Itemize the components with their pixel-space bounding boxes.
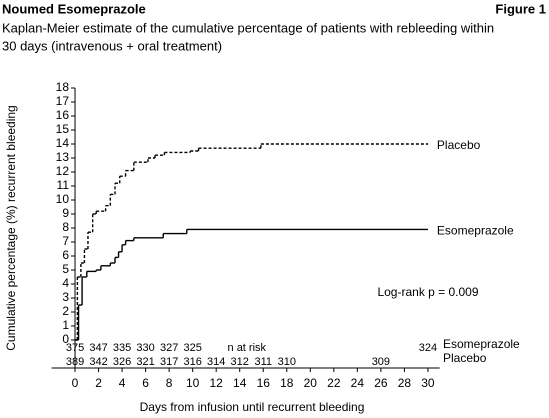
figure-label: Figure 1: [495, 1, 546, 16]
y-tick-label: 2: [62, 304, 69, 318]
x-tick-label: 4: [119, 376, 126, 390]
x-tick-label: 28: [398, 376, 412, 390]
at-risk-count: 317: [160, 356, 178, 368]
y-tick-label: 16: [56, 108, 70, 122]
y-tick-label: 7: [62, 234, 69, 248]
y-tick-label: 10: [56, 192, 70, 206]
subtitle: 30 days (intravenous + oral treatment): [2, 38, 222, 53]
at-risk-count: 316: [183, 356, 201, 368]
at-risk-label: n at risk: [228, 342, 267, 354]
y-tick-label: 11: [57, 178, 70, 192]
x-tick-label: 14: [233, 376, 247, 390]
subtitle: Kaplan-Meier estimate of the cumulative …: [2, 20, 494, 35]
at-risk-row-label: Esomeprazole: [443, 337, 520, 351]
y-tick-label: 18: [56, 80, 70, 94]
x-tick-label: 0: [72, 376, 79, 390]
y-tick-label: 14: [56, 136, 70, 150]
y-tick-label: 17: [56, 94, 70, 108]
x-tick-label: 24: [351, 376, 365, 390]
at-risk-count: 312: [231, 356, 249, 368]
x-axis-label: Days from infusion until recurrent bleed…: [140, 400, 365, 414]
x-tick-label: 6: [142, 376, 149, 390]
x-tick-label: 20: [304, 376, 318, 390]
at-risk-count: 389: [66, 356, 84, 368]
at-risk-count: 321: [136, 356, 154, 368]
at-risk-count: 311: [254, 356, 272, 368]
at-risk-count: 310: [278, 356, 296, 368]
x-tick-label: 16: [257, 376, 271, 390]
series-label: Placebo: [437, 138, 481, 152]
y-tick-label: 13: [56, 150, 70, 164]
x-tick-label: 22: [327, 376, 341, 390]
x-tick-label: 18: [280, 376, 294, 390]
at-risk-row-label: Placebo: [443, 351, 487, 365]
x-tick-label: 10: [186, 376, 200, 390]
x-tick-label: 12: [210, 376, 224, 390]
y-tick-label: 8: [62, 220, 69, 234]
y-tick-label: 4: [62, 276, 69, 290]
x-tick-label: 2: [95, 376, 102, 390]
at-risk-count: 342: [89, 356, 107, 368]
y-axis-label: Cumulative percentage (%) recurrent blee…: [4, 105, 18, 350]
x-tick-label: 26: [374, 376, 388, 390]
annotation: Log-rank p = 0.009: [377, 285, 478, 299]
at-risk-count: 375: [66, 342, 84, 354]
x-tick-label: 30: [421, 376, 435, 390]
at-risk-count: 327: [160, 342, 178, 354]
at-risk-count: 324: [419, 342, 437, 354]
at-risk-count: 330: [136, 342, 154, 354]
x-tick-label: 8: [166, 376, 173, 390]
y-tick-label: 1: [62, 318, 69, 332]
y-tick-label: 0: [62, 332, 69, 346]
y-tick-label: 3: [62, 290, 69, 304]
at-risk-count: 335: [113, 342, 131, 354]
y-tick-label: 12: [56, 164, 70, 178]
at-risk-count: 326: [113, 356, 131, 368]
at-risk-count: 309: [372, 356, 390, 368]
at-risk-count: 325: [183, 342, 201, 354]
title: Noumed Esomeprazole: [2, 1, 146, 16]
y-tick-label: 6: [62, 248, 69, 262]
y-tick-label: 15: [56, 122, 70, 136]
at-risk-count: 347: [89, 342, 107, 354]
series-label: Esomeprazole: [437, 224, 514, 238]
y-tick-label: 5: [62, 262, 69, 276]
at-risk-count: 314: [207, 356, 225, 368]
y-tick-label: 9: [62, 206, 69, 220]
